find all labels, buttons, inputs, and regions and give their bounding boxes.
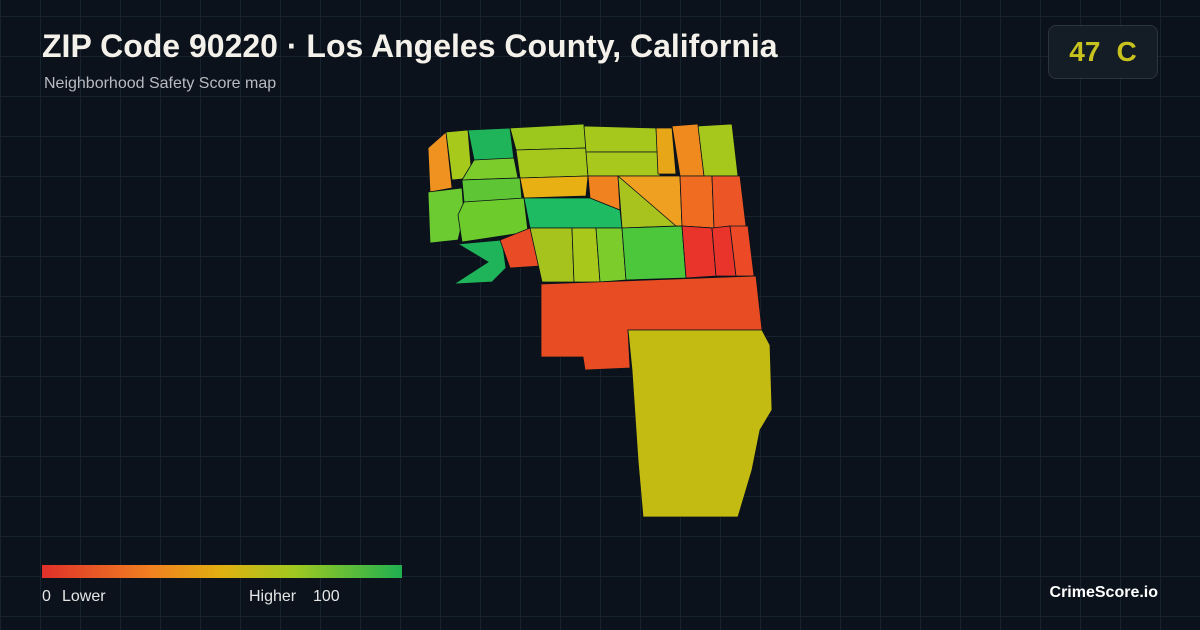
score-badge: 47 C [1048, 25, 1158, 79]
score-value: 47 [1069, 36, 1101, 67]
legend-max: 100 [313, 588, 340, 605]
brand: CrimeScore.io [1049, 584, 1158, 601]
subtitle: Neighborhood Safety Score map [44, 75, 277, 92]
legend-gradient [42, 565, 402, 578]
score-grade: C [1116, 36, 1137, 67]
legend-min: 0 [42, 588, 51, 605]
title: ZIP Code 90220 · Los Angeles County, Cal… [42, 28, 778, 64]
legend-min-label: Lower [62, 588, 106, 605]
legend-max-label: Higher [249, 588, 297, 605]
zip-regions [427, 123, 773, 518]
